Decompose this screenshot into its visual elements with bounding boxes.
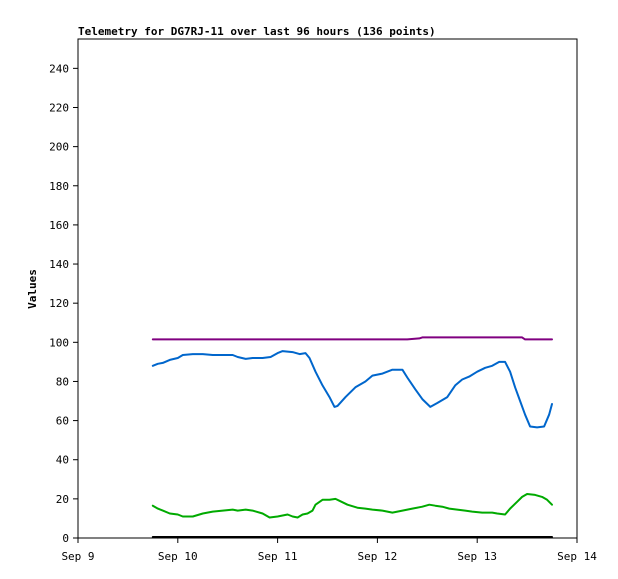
series-line-3 bbox=[151, 493, 553, 519]
x-tick-label: Sep 13 bbox=[457, 550, 497, 563]
chart-title: Telemetry for DG7RJ-11 over last 96 hour… bbox=[78, 25, 436, 38]
y-axis-ticks: 0 20 40 60 80 100 120 140 160 180 200 220 240 bbox=[49, 62, 78, 545]
x-tick-label: Sep 10 bbox=[158, 550, 198, 563]
y-tick-label: 240 bbox=[49, 62, 69, 75]
series-line-2 bbox=[151, 350, 553, 429]
x-tick-label: Sep 14 bbox=[557, 550, 597, 563]
x-axis-ticks: Sep 9 Sep 10 Sep 11 Sep 12 Sep 13 Sep 14 bbox=[61, 538, 597, 563]
y-tick-label: 0 bbox=[62, 532, 69, 545]
y-tick-label: 80 bbox=[56, 375, 69, 388]
x-tick-label: Sep 11 bbox=[258, 550, 298, 563]
y-tick-label: 120 bbox=[49, 297, 69, 310]
y-tick-label: 100 bbox=[49, 336, 69, 349]
y-tick-label: 180 bbox=[49, 180, 69, 193]
y-tick-label: 160 bbox=[49, 219, 69, 232]
plot-frame bbox=[77, 38, 578, 539]
y-tick-label: 200 bbox=[49, 141, 69, 154]
y-tick-label: 60 bbox=[56, 415, 69, 428]
y-tick-label: 140 bbox=[49, 258, 69, 271]
series-layer bbox=[151, 336, 553, 538]
y-tick-label: 40 bbox=[56, 454, 69, 467]
y-tick-label: 220 bbox=[49, 101, 69, 114]
x-tick-label: Sep 9 bbox=[61, 550, 94, 563]
series-line-1 bbox=[151, 336, 553, 341]
y-axis-label: Values bbox=[26, 269, 39, 309]
x-tick-label: Sep 12 bbox=[358, 550, 398, 563]
y-tick-label: 20 bbox=[56, 493, 69, 506]
